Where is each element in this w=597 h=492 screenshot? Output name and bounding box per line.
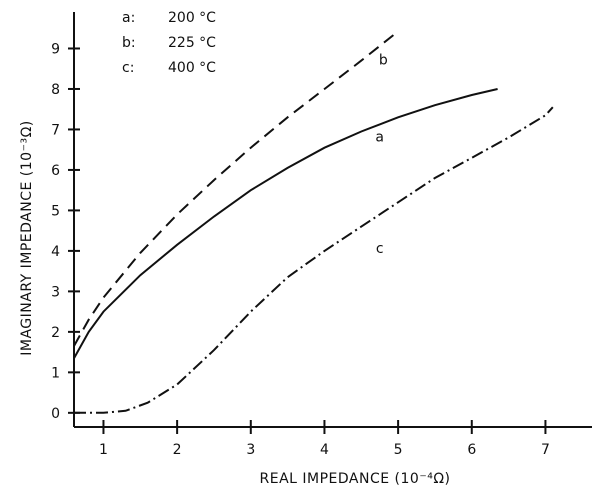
y-tick-label: 7: [51, 122, 60, 138]
y-tick-label: 3: [51, 284, 60, 300]
series-line-c: [74, 106, 554, 414]
series-label-a: a: [375, 130, 384, 146]
x-tick-label: 5: [394, 442, 403, 458]
y-tick-label: 2: [51, 325, 60, 341]
y-axis-ticks: 0 1 2 3 4 5 6 7 8 9: [51, 41, 80, 422]
legend-key-a: a:: [122, 10, 135, 26]
y-tick-label: 8: [51, 82, 60, 98]
legend-label-c: 400 °C: [168, 60, 216, 76]
x-tick-label: 6: [467, 442, 476, 458]
legend-key-c: c:: [122, 60, 134, 76]
x-tick-label: 1: [99, 442, 108, 458]
series-group: a b c: [73, 33, 554, 414]
y-tick-label: 6: [51, 163, 60, 179]
y-tick-label: 5: [51, 203, 60, 219]
y-tick-label: 1: [51, 365, 60, 381]
legend-label-b: 225 °C: [168, 35, 216, 51]
x-axis-label: REAL IMPEDANCE (10⁻⁴Ω): [260, 471, 451, 487]
x-tick-label: 7: [541, 442, 550, 458]
legend: a: 200 °C b: 225 °C c: 400 °C: [122, 10, 216, 76]
series-line-b: [73, 33, 396, 347]
legend-label-a: 200 °C: [168, 10, 216, 26]
y-tick-label: 0: [51, 406, 60, 422]
series-label-c: c: [376, 241, 384, 257]
series-line-a: [73, 88, 498, 359]
y-tick-label: 9: [51, 41, 60, 57]
series-label-b: b: [379, 53, 388, 69]
x-axis-ticks: 1 2 3 4 5 6 7: [99, 420, 550, 458]
y-tick-label: 4: [51, 244, 60, 260]
x-tick-label: 2: [173, 442, 182, 458]
x-tick-label: 4: [320, 442, 329, 458]
y-axis-label: IMAGINARY IMPEDANCE (10⁻³Ω): [19, 120, 35, 356]
x-tick-label: 3: [246, 442, 255, 458]
legend-key-b: b:: [122, 35, 136, 51]
